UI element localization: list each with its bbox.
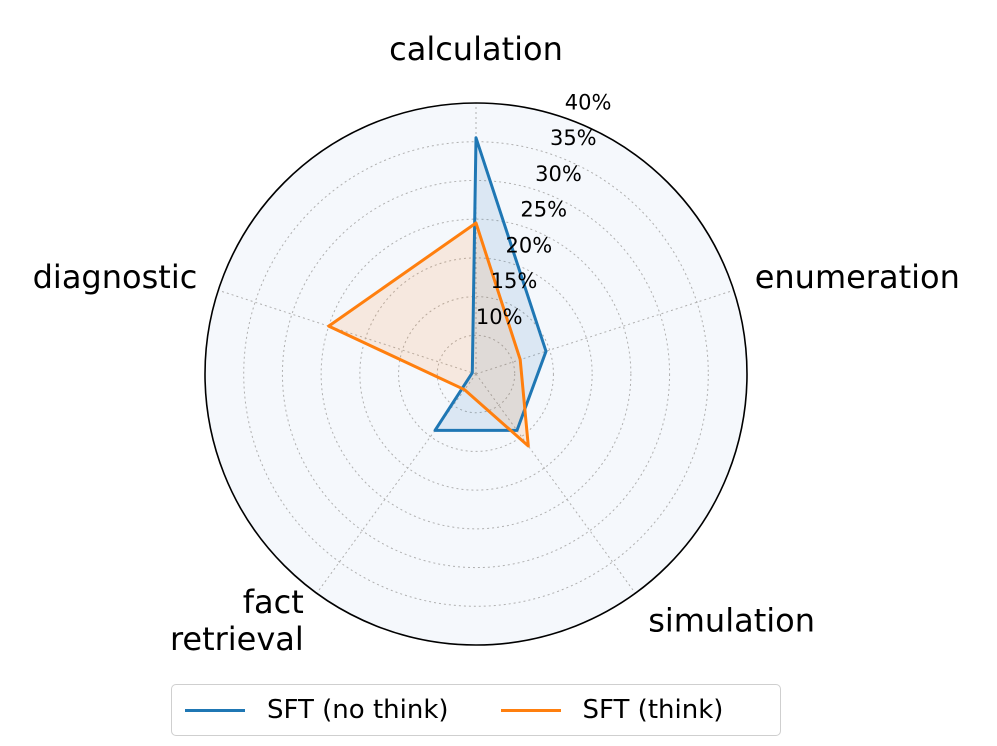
category-label-1: enumeration: [755, 258, 960, 296]
category-label-line: calculation: [389, 30, 563, 68]
series-line-1: [327, 221, 530, 448]
legend-label-think: SFT (think): [582, 695, 724, 725]
grid-circle-5: [243, 141, 709, 607]
category-label-line: simulation: [648, 601, 815, 639]
legend: SFT (no think) SFT (think): [171, 684, 781, 736]
grid-spoke-4: [218, 289, 477, 375]
category-label-2: simulation: [648, 601, 815, 639]
radial-tick-label-3: 25%: [520, 198, 567, 222]
radial-tick-label-1: 15%: [491, 269, 538, 293]
category-label-line: enumeration: [755, 258, 960, 296]
grid-circle-1: [398, 296, 554, 452]
category-label-line: retrieval: [170, 620, 304, 658]
radial-tick-label-0: 10%: [476, 305, 523, 329]
legend-line-think-icon: [500, 708, 561, 712]
grid-spoke-2: [475, 373, 636, 594]
legend-item-think: SFT (think): [500, 695, 724, 725]
outer-frame: [204, 102, 748, 646]
category-label-3: fact retrieval: [170, 583, 304, 658]
category-label-line: fact: [243, 583, 304, 621]
legend-item-no-think: SFT (no think): [185, 695, 449, 725]
category-label-line: diagnostic: [33, 258, 198, 296]
category-label-0: calculation: [389, 30, 563, 68]
radial-tick-label-2: 20%: [506, 233, 553, 257]
legend-label-no-think: SFT (no think): [267, 695, 449, 725]
radial-tick-label-4: 30%: [535, 162, 582, 186]
radial-tick-label-6: 40%: [565, 90, 612, 114]
series-fill-1: [328, 223, 529, 446]
grid-circle-0: [436, 334, 516, 414]
series-line-0: [433, 136, 548, 432]
category-label-4: diagnostic: [33, 258, 198, 296]
grid-circle-3: [320, 218, 632, 530]
radial-tick-label-5: 35%: [550, 126, 597, 150]
legend-line-no-think-icon: [185, 708, 245, 712]
